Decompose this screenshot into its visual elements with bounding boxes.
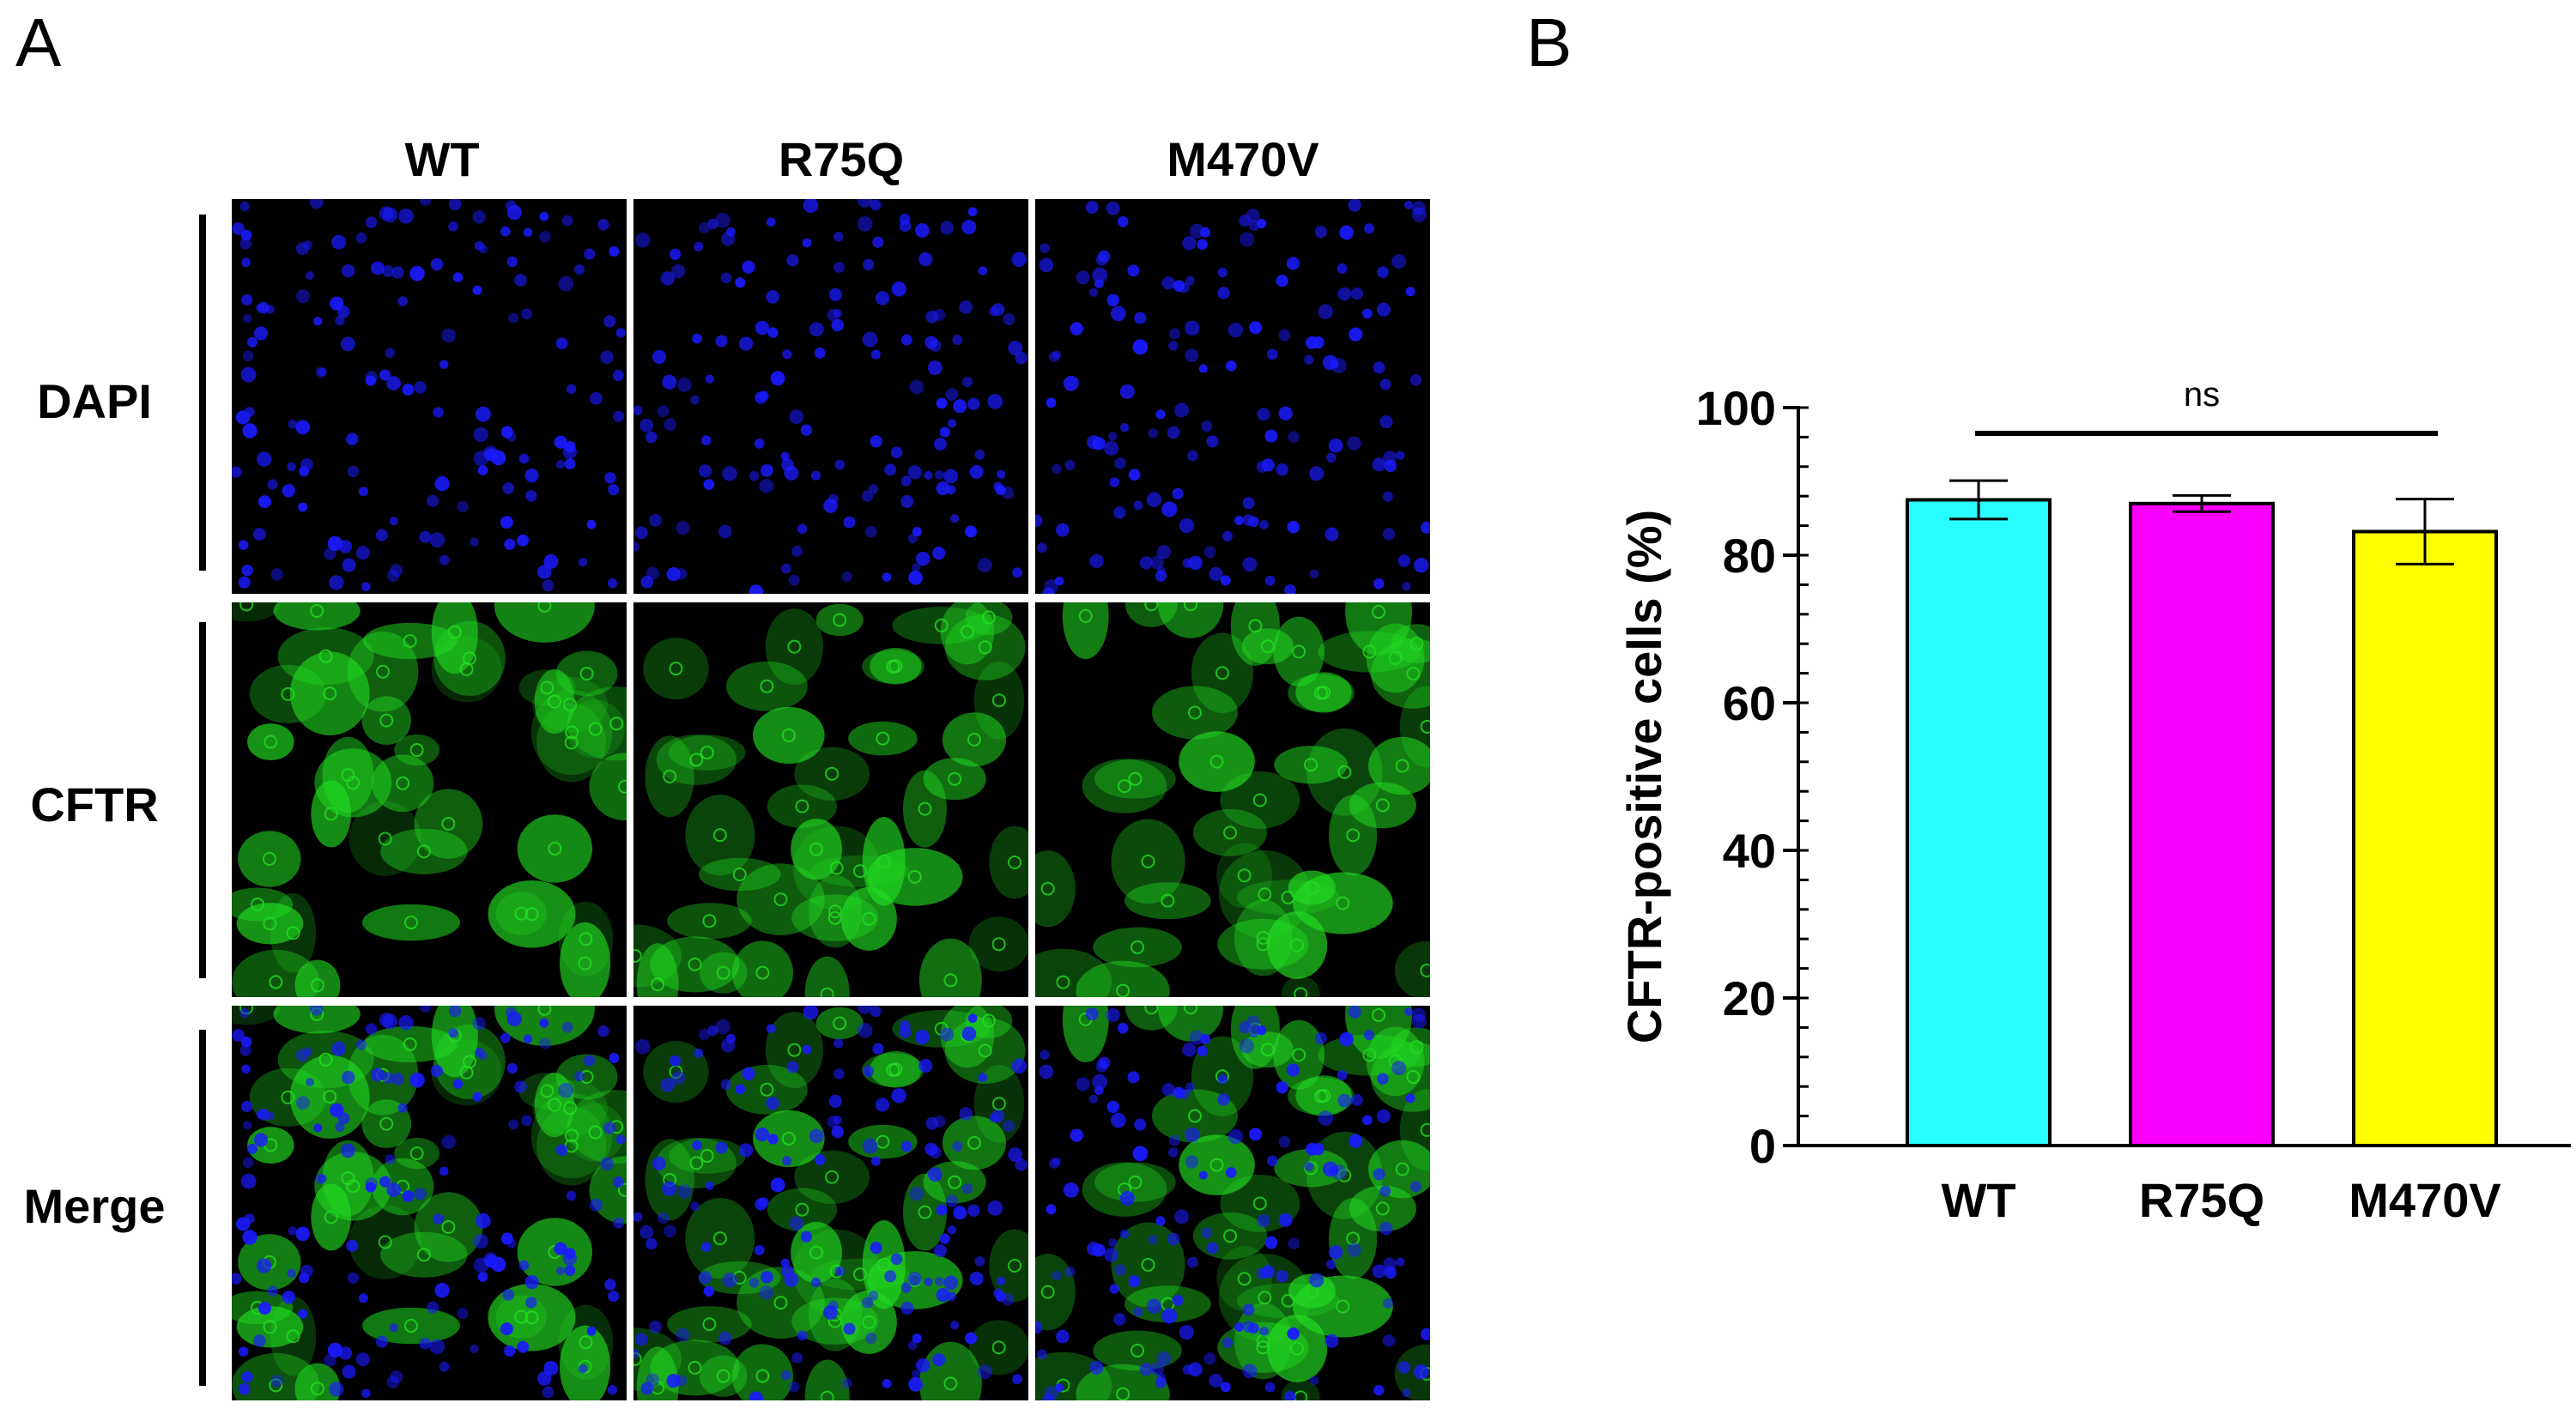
column-label-wt: WT	[404, 132, 480, 186]
row-bracket-merge	[199, 1030, 206, 1386]
y-tick-label: 100	[1696, 381, 1776, 435]
bar-m470v	[2352, 529, 2498, 1147]
micrograph-cftr-r75q	[633, 602, 1028, 997]
micrograph-dapi-r75q	[633, 199, 1028, 594]
y-axis-label: CFTR-positive cells (%)	[1617, 510, 1671, 1043]
micrograph-dapi-wt	[232, 199, 627, 594]
significance-label: ns	[2184, 376, 2220, 414]
micrograph-merge-wt	[232, 1006, 627, 1400]
panel-label-a: A	[15, 4, 62, 81]
y-tick-label: 40	[1723, 824, 1776, 878]
x-tick-label: R75Q	[2139, 1173, 2264, 1227]
micrograph-dapi-m470v	[1035, 199, 1430, 594]
row-bracket-cftr	[199, 622, 206, 978]
y-tick-label: 80	[1723, 529, 1776, 583]
micrograph-cftr-m470v	[1035, 602, 1430, 997]
row-label-dapi: DAPI	[37, 374, 152, 428]
row-label-cftr: CFTR	[30, 777, 159, 831]
y-tick-label: 20	[1723, 971, 1776, 1025]
micrograph-merge-r75q	[633, 1006, 1028, 1400]
y-tick-label: 60	[1723, 676, 1776, 730]
x-tick-label: M470V	[2349, 1173, 2500, 1227]
x-tick-label: WT	[1941, 1173, 2015, 1227]
panel-label-b: B	[1526, 4, 1573, 81]
bar-r75q	[2129, 501, 2275, 1147]
micrograph-cftr-wt	[232, 602, 627, 997]
row-label-merge: Merge	[23, 1179, 166, 1233]
micrograph-merge-m470v	[1035, 1006, 1430, 1400]
row-bracket-dapi	[199, 215, 206, 571]
y-tick-label: 0	[1749, 1119, 1776, 1173]
bar-wt	[1906, 498, 2052, 1147]
column-label-r75q: R75Q	[778, 132, 905, 186]
column-label-m470v: M470V	[1167, 132, 1319, 186]
